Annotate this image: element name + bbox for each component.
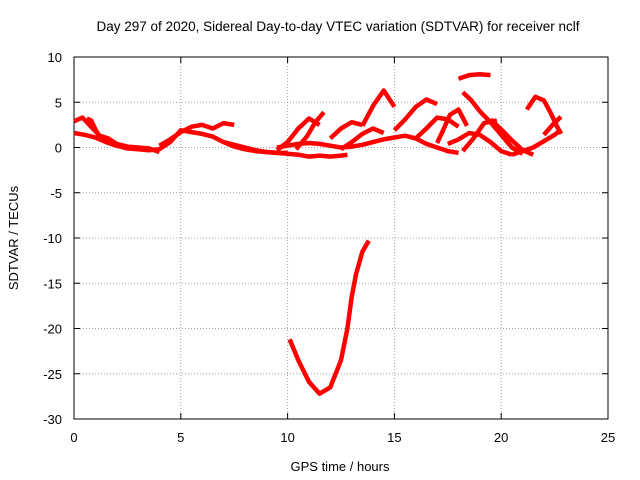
series-line-arc-21 bbox=[524, 94, 563, 135]
series-line-arc-20 bbox=[511, 127, 563, 157]
series-line-arc-15 bbox=[446, 130, 513, 157]
grid-lines bbox=[74, 57, 608, 419]
y-tick-label: -25 bbox=[43, 367, 62, 382]
chart-title: Day 297 of 2020, Sidereal Day-to-day VTE… bbox=[97, 19, 580, 34]
x-tick-label: 25 bbox=[601, 430, 615, 445]
x-tick-label: 5 bbox=[177, 430, 184, 445]
series-line-arc-10 bbox=[339, 126, 385, 152]
series-line-arc-13 bbox=[414, 115, 460, 141]
y-tick-label: -15 bbox=[43, 276, 62, 291]
series-line-arc-7 bbox=[275, 116, 321, 152]
x-tick-label: 0 bbox=[70, 430, 77, 445]
series-line-arc-8 bbox=[294, 110, 326, 151]
series-line-arc-11 bbox=[360, 88, 397, 127]
series-line-arc-5 bbox=[222, 139, 348, 159]
series-line-arc-6 bbox=[276, 133, 459, 156]
series-line-arc-12 bbox=[392, 97, 438, 132]
y-axis-label: SDTVAR / TECUs bbox=[6, 185, 21, 290]
series-line-arc-17 bbox=[457, 71, 491, 81]
x-tick-label: 10 bbox=[280, 430, 294, 445]
series-line-arc-22 bbox=[542, 115, 563, 137]
y-tick-label: -20 bbox=[43, 322, 62, 337]
y-tick-label: -10 bbox=[43, 231, 62, 246]
x-tick-label: 20 bbox=[494, 430, 508, 445]
y-tick-label: 5 bbox=[55, 95, 62, 110]
tick-labels: 0 5 10 15 20 25 10 5 0 -5 -10 -15 -20 -25 -30 bbox=[43, 50, 615, 445]
y-tick-label: -5 bbox=[50, 186, 62, 201]
y-tick-label: 10 bbox=[48, 50, 62, 65]
x-axis-label: GPS time / hours bbox=[291, 459, 390, 474]
axis-ticks bbox=[73, 56, 609, 420]
series-line-arc-3 bbox=[85, 116, 118, 146]
series-line-arc-4 bbox=[158, 120, 235, 148]
y-tick-label: 0 bbox=[55, 141, 62, 156]
data-series bbox=[73, 71, 563, 396]
x-tick-label: 15 bbox=[387, 430, 401, 445]
series-line-arc-14 bbox=[435, 107, 469, 144]
series-line-arc-9 bbox=[328, 119, 363, 141]
series-line-arc-23 bbox=[287, 239, 371, 396]
y-tick-label: -30 bbox=[43, 412, 62, 427]
